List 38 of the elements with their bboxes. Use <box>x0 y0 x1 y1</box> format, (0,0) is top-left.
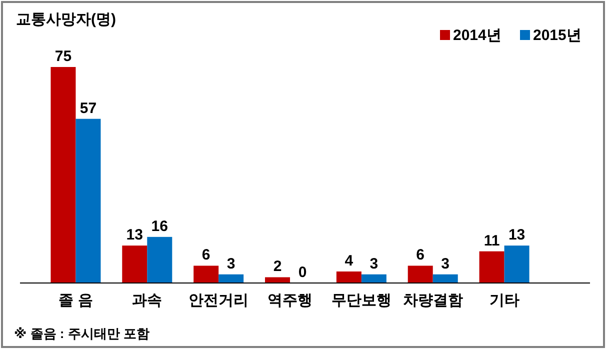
legend-label: 2015년 <box>533 27 582 44</box>
bar <box>336 271 362 283</box>
data-label: 0 <box>298 264 307 281</box>
data-label: 6 <box>202 246 210 264</box>
data-label: 75 <box>54 48 72 65</box>
data-label: 4 <box>344 252 354 270</box>
x-tick-label: 과속 <box>132 292 162 309</box>
data-label: 2 <box>273 258 282 276</box>
bar <box>194 266 219 283</box>
data-label: 16 <box>151 218 168 235</box>
x-tick-label: 기타 <box>489 292 520 309</box>
bar <box>122 246 148 283</box>
x-tick-label: 차량결함 <box>402 292 463 309</box>
bar <box>479 251 504 283</box>
bar <box>361 274 386 283</box>
y-axis-title: 교통사망자(명) <box>16 11 116 28</box>
data-label: 6 <box>416 246 425 264</box>
data-label: 11 <box>484 232 500 250</box>
text: ※ 졸음 : 주시태만 포함 <box>14 326 150 341</box>
data-label: 13 <box>508 226 526 244</box>
x-tick-label: 무단보행 <box>331 292 392 309</box>
data-label: 3 <box>370 255 378 272</box>
data-label: 57 <box>80 100 97 117</box>
bar <box>76 118 101 283</box>
bar <box>147 236 172 283</box>
x-tick-label: 역주행 <box>268 292 312 309</box>
legend-label: 2014년 <box>453 27 502 44</box>
x-tick-label: 졸 음 <box>58 292 93 309</box>
bar <box>265 277 290 283</box>
bar <box>504 246 530 283</box>
data-label: 3 <box>226 255 236 272</box>
bar <box>408 266 433 283</box>
bar <box>50 67 76 283</box>
bar <box>432 274 458 283</box>
data-label: 3 <box>441 255 450 272</box>
x-tick-label: 안전거리 <box>188 292 249 309</box>
bar <box>218 274 244 283</box>
data-label: 13 <box>126 226 143 244</box>
